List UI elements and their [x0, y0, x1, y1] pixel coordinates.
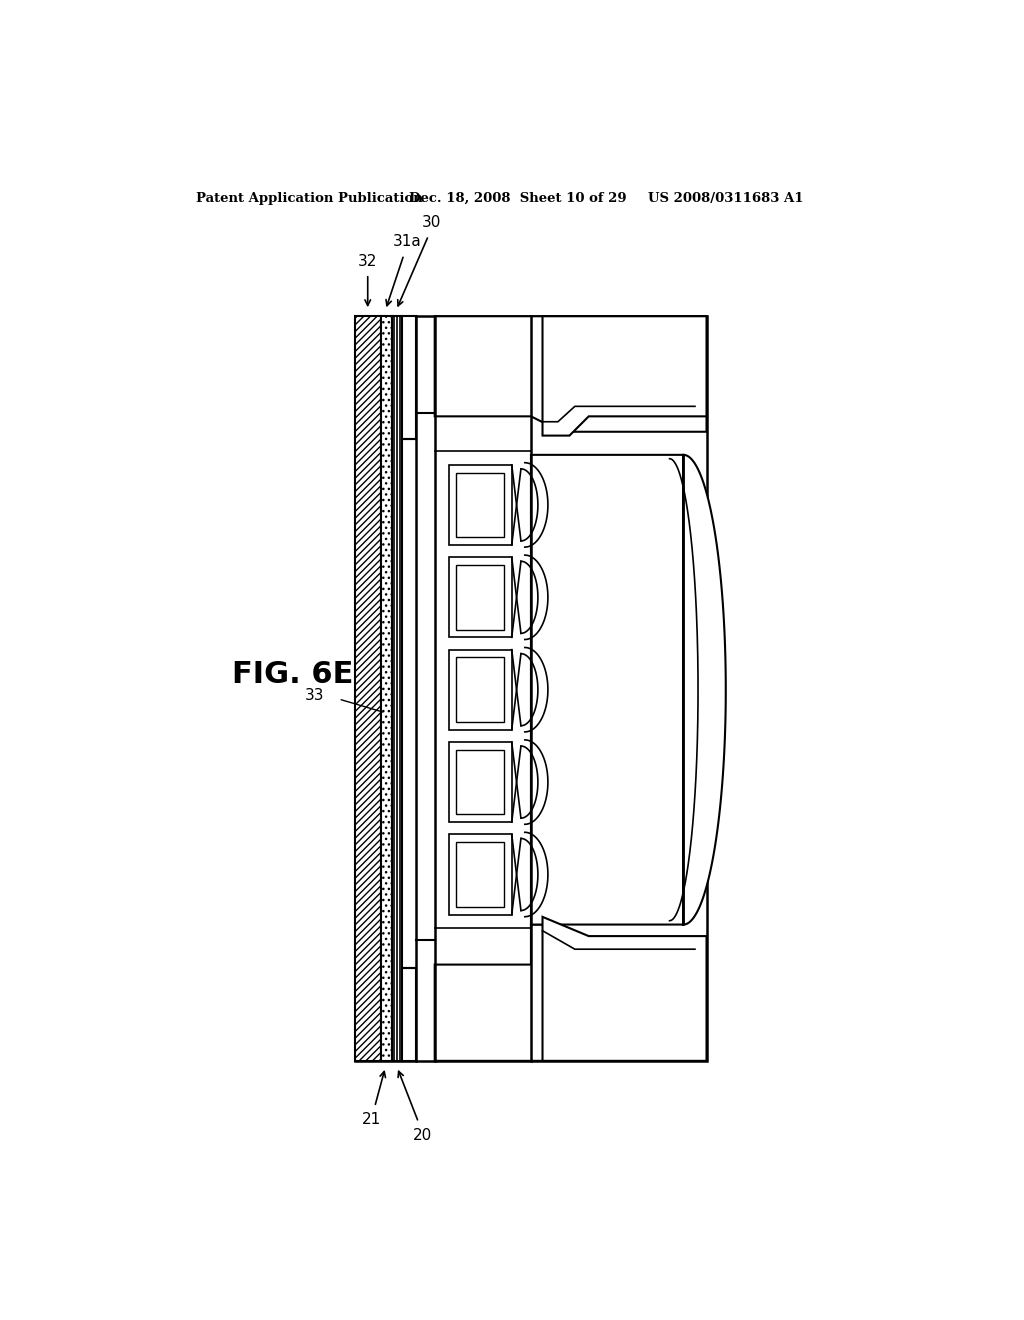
Bar: [449, 649, 512, 730]
Text: 33: 33: [305, 688, 325, 704]
Bar: [449, 557, 512, 638]
Text: 21: 21: [361, 1113, 381, 1127]
Bar: [457, 565, 504, 630]
Bar: [449, 742, 512, 822]
Bar: [391, 317, 402, 1061]
Polygon shape: [543, 917, 707, 1061]
Text: Dec. 18, 2008  Sheet 10 of 29: Dec. 18, 2008 Sheet 10 of 29: [410, 191, 627, 205]
Bar: [402, 317, 416, 440]
Bar: [355, 317, 381, 1061]
Bar: [457, 750, 504, 814]
Text: 20: 20: [413, 1127, 432, 1143]
Bar: [457, 473, 504, 537]
Bar: [457, 842, 504, 907]
Text: 32: 32: [358, 253, 378, 268]
Text: US 2008/0311683 A1: US 2008/0311683 A1: [648, 191, 804, 205]
Bar: [381, 317, 391, 1061]
Polygon shape: [543, 317, 707, 436]
Bar: [355, 317, 707, 1061]
Text: 30: 30: [422, 215, 441, 230]
Polygon shape: [435, 924, 707, 1061]
Polygon shape: [531, 455, 726, 924]
Bar: [402, 969, 416, 1061]
Text: Patent Application Publication: Patent Application Publication: [196, 191, 423, 205]
Polygon shape: [435, 317, 707, 432]
Bar: [449, 834, 512, 915]
Text: FIG. 6E: FIG. 6E: [232, 660, 353, 689]
Bar: [449, 465, 512, 545]
Text: 31a: 31a: [392, 234, 421, 249]
Bar: [457, 657, 504, 722]
